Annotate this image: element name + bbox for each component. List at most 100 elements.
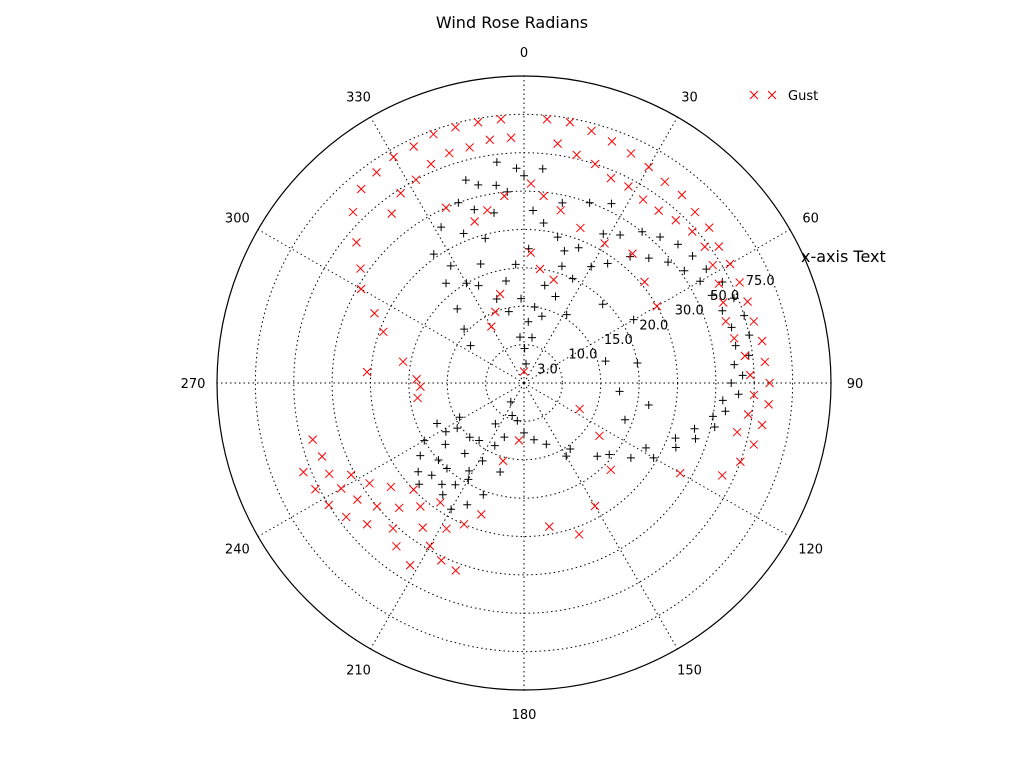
- data-point-1-59: [732, 427, 742, 437]
- theta-gridlines: [217, 76, 831, 690]
- data-point-1-101: [317, 452, 327, 461]
- legend-marker-gust-2: [767, 90, 777, 100]
- data-point-0-40: [745, 331, 754, 340]
- data-point-1-42: [590, 159, 600, 169]
- data-point-0-106: [420, 436, 429, 445]
- theta-tick-label-330: 330: [346, 90, 371, 105]
- data-point-0-69: [470, 205, 479, 214]
- data-point-0-34: [673, 240, 682, 249]
- data-point-1-52: [718, 298, 728, 307]
- data-point-1-55: [740, 351, 750, 361]
- r-tick-label-4: 30.0: [675, 304, 704, 319]
- data-point-1-44: [624, 182, 633, 191]
- data-point-1-83: [495, 289, 505, 299]
- data-point-1-48: [687, 227, 697, 236]
- legend-marker-gust-1: [749, 90, 759, 100]
- data-point-0-28: [557, 262, 566, 271]
- data-point-1-10: [714, 242, 724, 251]
- data-point-1-15: [757, 336, 767, 346]
- data-point-0-58: [490, 208, 499, 217]
- data-point-0-1: [537, 312, 546, 321]
- data-point-0-104: [414, 467, 423, 476]
- theta-tick-label-120: 120: [798, 543, 823, 558]
- series-0: [414, 158, 754, 514]
- data-point-0-57: [481, 234, 490, 243]
- data-point-1-111: [311, 484, 320, 494]
- data-point-0-55: [506, 397, 515, 406]
- data-point-0-86: [462, 279, 471, 288]
- legend-entry-gust: [749, 90, 777, 100]
- data-point-0-100: [465, 466, 474, 475]
- theta-gridline-120: [523, 382, 791, 537]
- data-point-1-49: [700, 242, 710, 252]
- data-point-1-39: [412, 374, 421, 384]
- data-point-1-60: [506, 133, 516, 143]
- r-gridline-4: [331, 190, 717, 576]
- data-point-0-82: [522, 359, 531, 368]
- data-point-0-49: [626, 453, 635, 462]
- theta-tick-label-180: 180: [512, 708, 537, 723]
- data-point-1-81: [535, 264, 545, 274]
- data-point-0-46: [691, 434, 700, 443]
- data-point-1-40: [553, 139, 563, 148]
- data-point-1-95: [416, 502, 425, 511]
- data-point-1-5: [644, 162, 654, 172]
- theta-gridline-210: [370, 382, 525, 650]
- data-point-1-38: [398, 357, 408, 367]
- legend: Gust: [749, 89, 818, 104]
- data-point-1-17: [765, 378, 774, 388]
- r-gridline-0: [485, 344, 563, 422]
- data-point-0-60: [520, 171, 528, 180]
- data-point-0-8: [664, 258, 673, 267]
- data-point-0-97: [434, 456, 443, 465]
- data-point-1-20: [749, 440, 759, 449]
- data-point-1-12: [735, 278, 744, 287]
- data-point-1-118: [346, 470, 356, 480]
- data-point-1-41: [572, 150, 582, 160]
- data-point-1-89: [606, 465, 616, 475]
- data-point-1-18: [764, 400, 774, 409]
- data-point-0-124: [615, 387, 624, 396]
- theta-gridline-150: [523, 382, 678, 650]
- data-point-0-2: [551, 292, 560, 301]
- data-point-1-22: [717, 471, 727, 480]
- data-point-1-79: [441, 203, 451, 213]
- data-point-1-0: [542, 114, 552, 124]
- theta-tick-label-90: 90: [847, 377, 864, 392]
- data-point-0-121: [598, 300, 607, 309]
- data-point-0-68: [459, 229, 468, 238]
- data-point-0-21: [641, 443, 650, 452]
- data-point-1-32: [348, 207, 358, 217]
- data-point-0-23: [562, 452, 571, 461]
- data-point-0-118: [463, 500, 472, 509]
- data-point-0-119: [447, 505, 456, 514]
- data-point-0-37: [718, 277, 727, 286]
- data-point-1-116: [386, 482, 396, 492]
- data-point-1-96: [394, 503, 404, 513]
- data-point-1-26: [451, 122, 460, 132]
- data-point-1-125: [362, 367, 372, 377]
- data-point-0-19: [690, 424, 699, 433]
- data-point-1-51: [714, 279, 724, 289]
- data-point-1-2: [587, 126, 596, 136]
- data-point-1-62: [465, 143, 474, 152]
- data-point-1-93: [514, 435, 524, 445]
- data-point-1-4: [626, 149, 636, 158]
- data-point-0-38: [729, 294, 738, 303]
- data-point-0-15: [730, 360, 739, 369]
- data-point-0-113: [455, 413, 464, 422]
- data-point-0-3: [568, 274, 577, 283]
- data-point-0-42: [738, 371, 747, 380]
- data-point-1-91: [574, 530, 584, 539]
- data-point-1-13: [743, 297, 752, 306]
- data-point-0-116: [496, 467, 505, 476]
- data-point-0-11: [707, 291, 716, 300]
- data-point-0-70: [492, 181, 501, 190]
- data-point-0-32: [638, 227, 647, 236]
- data-point-1-21: [736, 457, 745, 467]
- data-point-0-127: [644, 400, 653, 409]
- data-point-1-8: [690, 207, 700, 217]
- data-point-1-33: [352, 238, 361, 247]
- r-gridline-6: [254, 113, 794, 653]
- data-point-0-14: [731, 341, 740, 350]
